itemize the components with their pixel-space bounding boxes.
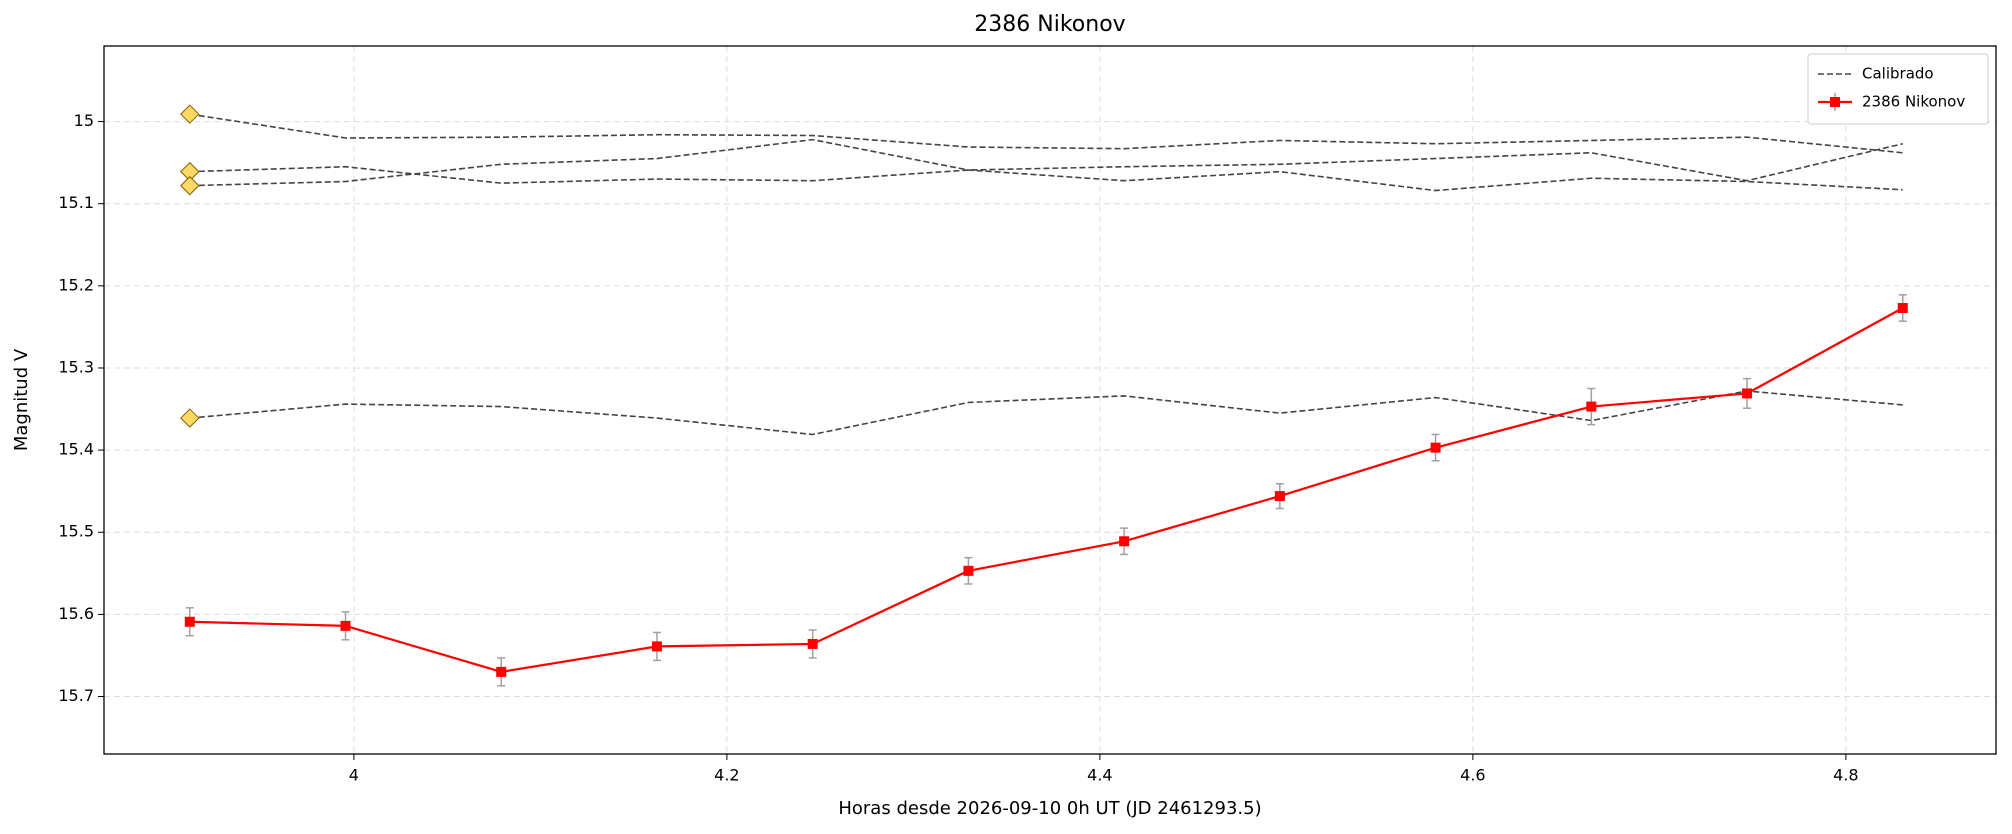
series-line — [189, 307, 1904, 673]
x-tick-label: 4.6 — [1460, 766, 1485, 785]
y-tick-label: 15.3 — [58, 357, 94, 376]
y-axis-label: Magnitud V — [11, 348, 32, 451]
start-marker — [180, 104, 200, 124]
point — [496, 666, 507, 677]
point — [1742, 388, 1753, 399]
legend-label: 2386 Nikonov — [1862, 93, 1965, 111]
point — [1119, 536, 1130, 547]
series-line — [189, 390, 1903, 436]
y-tick-label: 15.6 — [58, 604, 94, 623]
legend-label: Calibrado — [1862, 65, 1934, 83]
point — [1586, 401, 1597, 412]
x-tick-label: 4.8 — [1833, 766, 1858, 785]
point — [1430, 442, 1441, 453]
legend-swatch — [1830, 97, 1840, 107]
y-tick-label: 15.1 — [58, 193, 94, 212]
x-tick-label: 4 — [349, 766, 359, 785]
point — [651, 641, 662, 652]
point — [1897, 303, 1908, 314]
point — [1274, 491, 1285, 502]
point — [807, 638, 818, 649]
point — [184, 616, 195, 627]
x-tick-label: 4.4 — [1087, 766, 1112, 785]
legend-box — [1807, 53, 1989, 125]
x-axis-label: Horas desde 2026-09-10 0h UT (JD 2461293… — [838, 798, 1261, 819]
start-marker — [180, 408, 200, 428]
series-line — [189, 138, 1903, 192]
y-tick-label: 15.5 — [58, 522, 94, 541]
x-tick-label: 4.2 — [714, 766, 739, 785]
series-line — [189, 142, 1903, 184]
y-tick-label: 15.7 — [58, 686, 94, 705]
chart-title: 2386 Nikonov — [974, 12, 1125, 37]
series-line — [189, 113, 1903, 154]
plot-frame — [103, 45, 1997, 755]
start-marker — [180, 175, 200, 196]
y-tick-label: 15.4 — [58, 440, 94, 459]
y-tick-label: 15.2 — [58, 275, 94, 294]
point — [340, 620, 351, 631]
y-tick-label: 15 — [74, 111, 94, 130]
point — [963, 565, 974, 576]
